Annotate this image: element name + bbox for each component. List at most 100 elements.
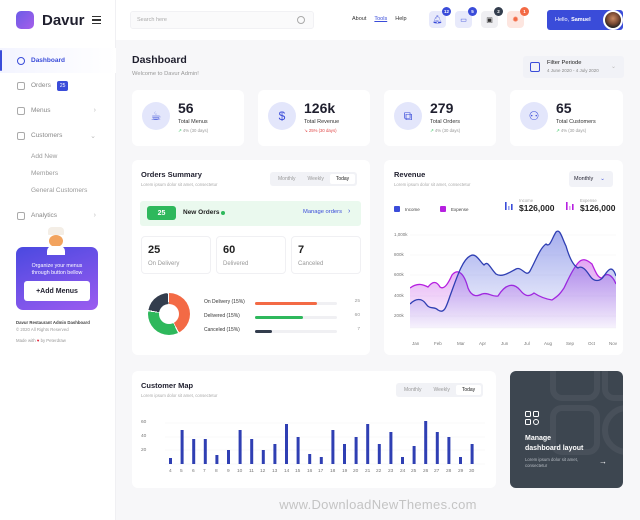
arrow-right-icon[interactable]: →: [599, 457, 607, 466]
tile-label: Canceled: [298, 261, 324, 267]
x-tick: 24: [400, 469, 406, 474]
progress-row-delivered: Delivered (15%) 60: [204, 313, 364, 321]
orders-count-badge: 25: [56, 80, 69, 91]
progress-value: 7: [357, 327, 360, 332]
customer-map-bar-chart: [165, 421, 485, 465]
on-delivery-tile: 25 On Delivery: [141, 236, 211, 274]
x-tick: 18: [330, 469, 336, 474]
gifts-button[interactable]: ▣ 2: [481, 7, 503, 28]
chevron-right-icon[interactable]: ›: [348, 208, 351, 215]
settings-count-badge: 1: [520, 7, 529, 16]
calendar-icon: [530, 62, 540, 72]
y-tick: 600k: [394, 272, 404, 277]
progress-row-canceled: Canceled (15%) 7: [204, 327, 364, 335]
customer-map-x-axis: 4 5 6 7 8 9 10 11 12 13 14 15 16 17 18 1…: [165, 469, 485, 477]
revenue-subtitle: Lorem ipsum dolor sit amet, consectetur: [394, 182, 471, 187]
search-input[interactable]: Search here: [130, 11, 314, 29]
sidebar-subitem-members[interactable]: Members: [31, 170, 59, 177]
x-tick: 21: [365, 469, 371, 474]
y-tick: 800k: [394, 252, 404, 257]
orders-period-tabs: Monthly Weekly Today: [270, 172, 358, 186]
sidebar-subitem-general-customers[interactable]: General Customers: [31, 187, 88, 194]
sidebar-nav: Dashboard Orders 25 Menus › Customers ⌄ …: [0, 48, 116, 228]
y-tick: 20: [141, 448, 147, 453]
expense-bars-icon: [566, 202, 574, 210]
x-tick: Nov: [609, 341, 618, 346]
messages-button[interactable]: ▭ 5: [455, 7, 477, 28]
x-tick: Jul: [524, 341, 530, 346]
app-name: Davur: [42, 11, 85, 29]
revenue-period-dropdown[interactable]: Monthly ⌄: [569, 171, 613, 187]
sidebar-subitem-add-new[interactable]: Add New: [31, 153, 58, 160]
manage-title: Manage dashboard layout: [525, 434, 583, 454]
total-caption: Expense: [580, 198, 597, 203]
filter-range: 4 June 2020 - 4 July 2020: [547, 68, 599, 73]
sidebar-item-orders[interactable]: Orders 25: [0, 73, 116, 98]
made-with-text: Made with: [16, 338, 36, 343]
footer-copyright: © 2020 All Rights Reserved: [16, 326, 69, 332]
tab-monthly[interactable]: Monthly: [278, 176, 296, 182]
sidebar-item-dashboard[interactable]: Dashboard: [0, 48, 116, 73]
settings-button[interactable]: ✹ 1: [507, 7, 529, 28]
tab-today[interactable]: Today: [329, 174, 356, 184]
link-help[interactable]: Help: [395, 16, 407, 22]
stat-value: 65: [556, 100, 572, 116]
manage-layout-card[interactable]: Manage dashboard layout Lorem ipsum dolo…: [510, 371, 623, 488]
link-about[interactable]: About: [352, 16, 367, 22]
sidebar-item-customers[interactable]: Customers ⌄: [0, 123, 116, 148]
legend-label: Expense: [451, 206, 469, 212]
sidebar-item-analytics[interactable]: Analytics ›: [0, 203, 116, 228]
logo-icon: [16, 11, 34, 29]
new-orders-label: New Orders: [183, 209, 220, 216]
x-tick: Oct: [588, 341, 596, 346]
menu-toggle-icon[interactable]: [92, 16, 101, 24]
x-tick: 12: [260, 469, 266, 474]
sidebar-item-label: Orders: [31, 82, 51, 89]
stat-delta: ↗ 4% (30 days): [430, 128, 460, 134]
notifications-button[interactable]: 🔔︎ 12: [429, 7, 451, 28]
tab-monthly[interactable]: Monthly: [404, 387, 422, 393]
new-orders-count: 25: [147, 206, 176, 220]
sidebar-item-menus[interactable]: Menus ›: [0, 98, 116, 123]
tab-weekly[interactable]: Weekly: [307, 176, 324, 182]
menus-icon: [17, 106, 25, 115]
promo-line: through button bellow: [31, 270, 83, 276]
x-tick: 27: [434, 469, 440, 474]
x-tick: Feb: [434, 341, 442, 346]
filter-period-dropdown[interactable]: Filter Periode 4 June 2020 - 4 July 2020…: [523, 56, 624, 78]
page-subtitle: Welcome to Davur Admin!: [132, 71, 199, 77]
x-tick: 16: [307, 469, 313, 474]
sidebar: Davur Dashboard Orders 25 Menus › Custom…: [0, 0, 116, 520]
page-title: Dashboard: [132, 54, 187, 66]
x-tick: Aug: [544, 341, 553, 346]
tab-weekly[interactable]: Weekly: [433, 387, 450, 393]
delta-text: 4% (30 days): [182, 128, 209, 133]
x-tick: 8: [215, 469, 218, 474]
logo[interactable]: Davur: [16, 11, 85, 29]
x-tick: Jan: [412, 341, 420, 346]
stat-label: Total Orders: [430, 119, 460, 125]
promo-line: Organize your menus: [31, 263, 83, 269]
x-tick: 15: [295, 469, 301, 474]
chevron-right-icon: ›: [93, 212, 96, 219]
watermark: www.DownloadNewThemes.com: [279, 497, 477, 512]
manage-orders-link[interactable]: Manage orders: [303, 209, 342, 215]
orders-summary-subtitle: Lorem ipsum dolor sit amet, consectetur: [141, 182, 218, 187]
add-menus-button[interactable]: +Add Menus: [24, 281, 90, 301]
x-tick: 17: [318, 469, 324, 474]
filter-label: Filter Periode: [547, 60, 582, 66]
tab-today[interactable]: Today: [455, 385, 482, 395]
notification-count-badge: 12: [442, 7, 451, 16]
chevron-down-icon: ⌄: [610, 64, 616, 70]
sidebar-item-label: Analytics: [31, 212, 58, 219]
search-icon[interactable]: [297, 16, 305, 24]
made-by-text: by Peterdraw: [40, 338, 66, 343]
footer-title: Davur Restaurant Admin Dashboard: [16, 320, 90, 325]
trend-up-icon: ↗: [430, 128, 434, 133]
link-tools[interactable]: Tools: [374, 16, 388, 22]
stat-card-total-orders: ⧉ 279 Total Orders ↗ 4% (30 days): [384, 90, 496, 146]
avatar[interactable]: [603, 10, 623, 30]
sidebar-item-label: Customers: [31, 132, 63, 139]
income-bars-icon: [505, 202, 513, 210]
x-tick: 22: [376, 469, 382, 474]
